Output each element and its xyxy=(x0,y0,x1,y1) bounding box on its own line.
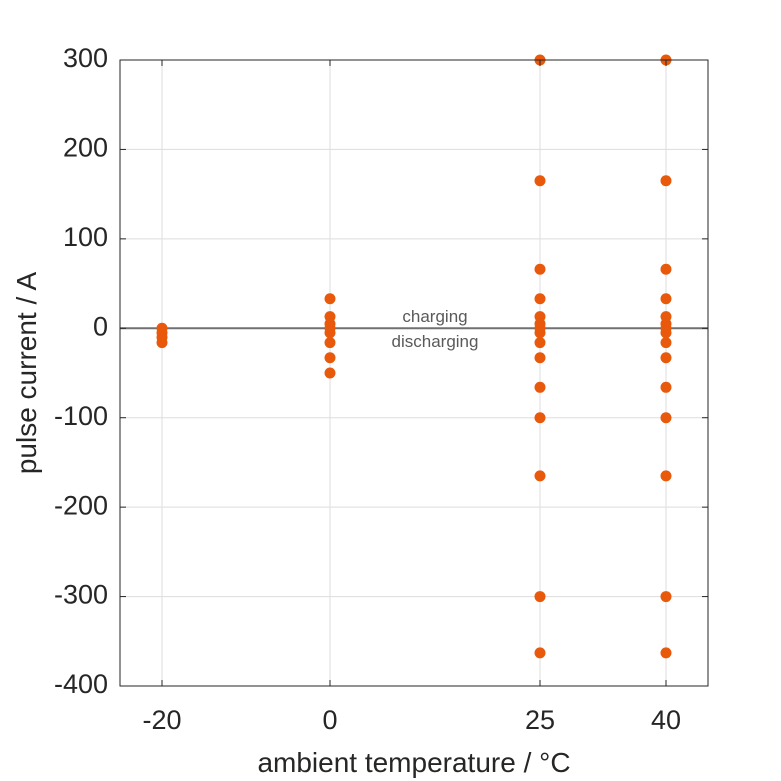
data-point xyxy=(534,591,546,603)
y-tick-label: -100 xyxy=(54,401,108,431)
y-tick-label: 200 xyxy=(63,133,108,163)
y-tick-label: -200 xyxy=(54,490,108,520)
data-point xyxy=(324,337,336,349)
data-point xyxy=(660,647,672,659)
annotation-label: charging xyxy=(402,307,467,326)
data-point xyxy=(660,175,672,187)
x-tick-label: 0 xyxy=(322,705,337,735)
data-point xyxy=(324,293,336,305)
data-point xyxy=(534,175,546,187)
data-point xyxy=(660,591,672,603)
y-tick-label: 100 xyxy=(63,222,108,252)
annotations: charging discharging xyxy=(392,307,479,351)
x-tick-label: 40 xyxy=(651,705,681,735)
data-point xyxy=(534,327,546,339)
data-point xyxy=(660,412,672,424)
y-tick-label: 300 xyxy=(63,43,108,73)
data-point xyxy=(534,647,546,659)
data-point xyxy=(534,352,546,364)
data-point xyxy=(324,352,336,364)
data-point xyxy=(534,293,546,305)
y-axis-ticks: -400 -300 -200 -100 0 100 200 300 xyxy=(54,43,708,699)
data-point xyxy=(660,381,672,393)
x-axis-label: ambient temperature / °C xyxy=(257,747,570,778)
annotation-label: discharging xyxy=(392,332,479,351)
plot-frame xyxy=(119,59,709,687)
y-tick-label: -400 xyxy=(54,669,108,699)
data-point xyxy=(660,352,672,364)
data-point xyxy=(534,337,546,349)
data-point xyxy=(534,412,546,424)
x-axis-ticks: -20 0 25 40 xyxy=(142,60,681,735)
y-tick-label: -300 xyxy=(54,580,108,610)
data-point xyxy=(534,381,546,393)
y-tick-label: 0 xyxy=(93,311,108,341)
y-axis-label: pulse current / A xyxy=(11,272,42,475)
x-tick-label: 25 xyxy=(525,705,555,735)
data-point xyxy=(324,367,336,379)
data-point xyxy=(534,470,546,482)
data-point xyxy=(660,470,672,482)
data-point xyxy=(660,263,672,275)
data-point xyxy=(156,337,168,349)
data-point xyxy=(660,337,672,349)
data-point xyxy=(660,327,672,339)
data-point xyxy=(534,263,546,275)
data-point xyxy=(660,293,672,305)
data-points xyxy=(156,54,672,659)
x-tick-label: -20 xyxy=(142,705,181,735)
data-point xyxy=(324,327,336,339)
